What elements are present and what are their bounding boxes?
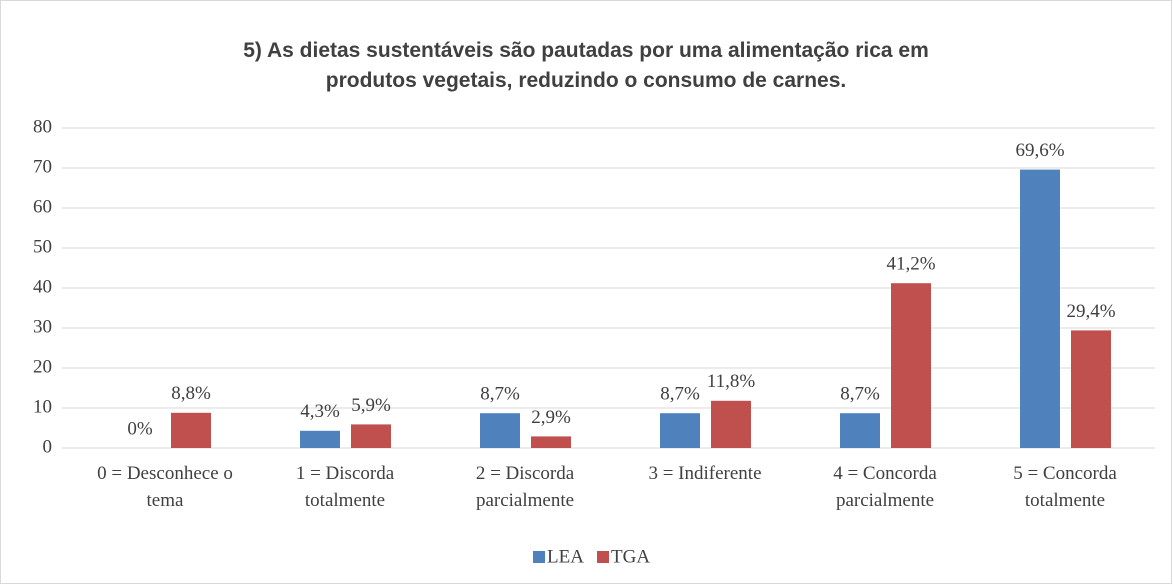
x-tick-label: 5 = Concorda totalmente xyxy=(1013,463,1117,511)
y-tick-label: 40 xyxy=(33,276,52,297)
x-tick-label: 2 = Discorda parcialmente xyxy=(475,463,575,511)
bar xyxy=(171,412,211,448)
bar xyxy=(480,413,520,448)
x-tick-label: 1 = Discorda totalmente xyxy=(295,463,395,511)
y-tick-label: 30 xyxy=(33,316,52,337)
bar xyxy=(531,436,571,448)
data-label: 11,8% xyxy=(707,371,756,392)
x-tick-label: 4 = Concorda parcialmente xyxy=(833,463,937,511)
data-label: 8,8% xyxy=(171,383,211,404)
legend-swatch xyxy=(597,551,609,563)
data-label: 41,2% xyxy=(886,254,935,275)
y-tick-label: 70 xyxy=(33,156,52,177)
bar xyxy=(300,430,340,448)
y-tick-label: 50 xyxy=(33,236,52,257)
data-label: 29,4% xyxy=(1066,301,1115,322)
bar xyxy=(891,283,931,448)
bar xyxy=(711,400,751,448)
bar xyxy=(840,413,880,448)
y-tick-label: 80 xyxy=(33,116,52,137)
data-label: 5,9% xyxy=(351,395,391,416)
bar xyxy=(1020,169,1060,448)
legend-swatch xyxy=(533,551,545,563)
chart-title: 5) As dietas sustentáveis são pautadas p… xyxy=(243,39,929,92)
data-label: 69,6% xyxy=(1015,140,1064,161)
bar xyxy=(660,413,700,448)
data-label: 0% xyxy=(127,418,153,439)
data-label: 8,7% xyxy=(840,384,880,405)
x-tick-label: 3 = Indiferente xyxy=(648,463,762,484)
data-label: 2,9% xyxy=(531,407,571,428)
y-tick-label: 10 xyxy=(33,396,52,417)
legend-label: LEA xyxy=(547,546,584,567)
bar xyxy=(1071,330,1111,448)
legend-label: TGA xyxy=(611,546,650,567)
bar xyxy=(351,424,391,448)
data-label: 4,3% xyxy=(300,401,340,422)
data-label: 8,7% xyxy=(480,384,520,405)
x-tick-label: 0 = Desconhece o tema xyxy=(97,463,233,511)
y-tick-label: 0 xyxy=(43,436,53,457)
data-label: 8,7% xyxy=(660,384,700,405)
y-tick-label: 60 xyxy=(33,196,52,217)
y-tick-label: 20 xyxy=(33,356,52,377)
